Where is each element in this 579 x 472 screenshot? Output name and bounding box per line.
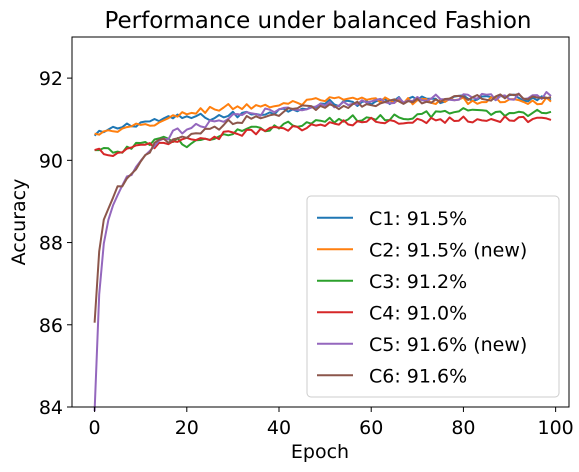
x-tick-label: 80 [451,417,475,439]
x-tick-label: 20 [175,417,199,439]
y-tick-label: 90 [39,150,63,172]
y-axis: 84 86 88 90 92 [39,68,72,419]
x-axis: 0 20 40 60 80 100 [89,407,574,439]
series-line-c2 [94,96,552,136]
y-tick-label: 92 [39,68,63,90]
series-line-c6 [93,93,552,323]
y-tick-label: 88 [39,233,63,255]
x-tick-label: 0 [89,417,101,439]
series-line-c4 [94,115,552,157]
series-line-c5 [93,91,552,412]
chart-title: Performance under balanced Fashion [104,8,531,34]
y-tick-label: 84 [39,397,63,419]
y-axis-label: Accuracy [8,179,30,266]
legend-label: C4: 91.0% [369,302,467,324]
legend-label: C5: 91.6% (new) [369,334,527,356]
legend-label: C1: 91.5% [369,208,467,230]
y-tick-label: 86 [39,315,63,337]
x-tick-label: 40 [267,417,291,439]
legend-label: C2: 91.5% (new) [369,239,527,261]
legend-label: C6: 91.6% [369,365,467,387]
x-axis-label: Epoch [291,441,349,463]
legend-label: C3: 91.2% [369,271,467,293]
plot-border [71,36,570,408]
x-tick-label: 60 [359,417,383,439]
x-tick-label: 100 [537,417,573,439]
series-layer [93,91,552,412]
legend: C1: 91.5% C2: 91.5% (new) C3: 91.2% C4: 91.… [306,195,560,398]
legend-box [306,195,560,398]
